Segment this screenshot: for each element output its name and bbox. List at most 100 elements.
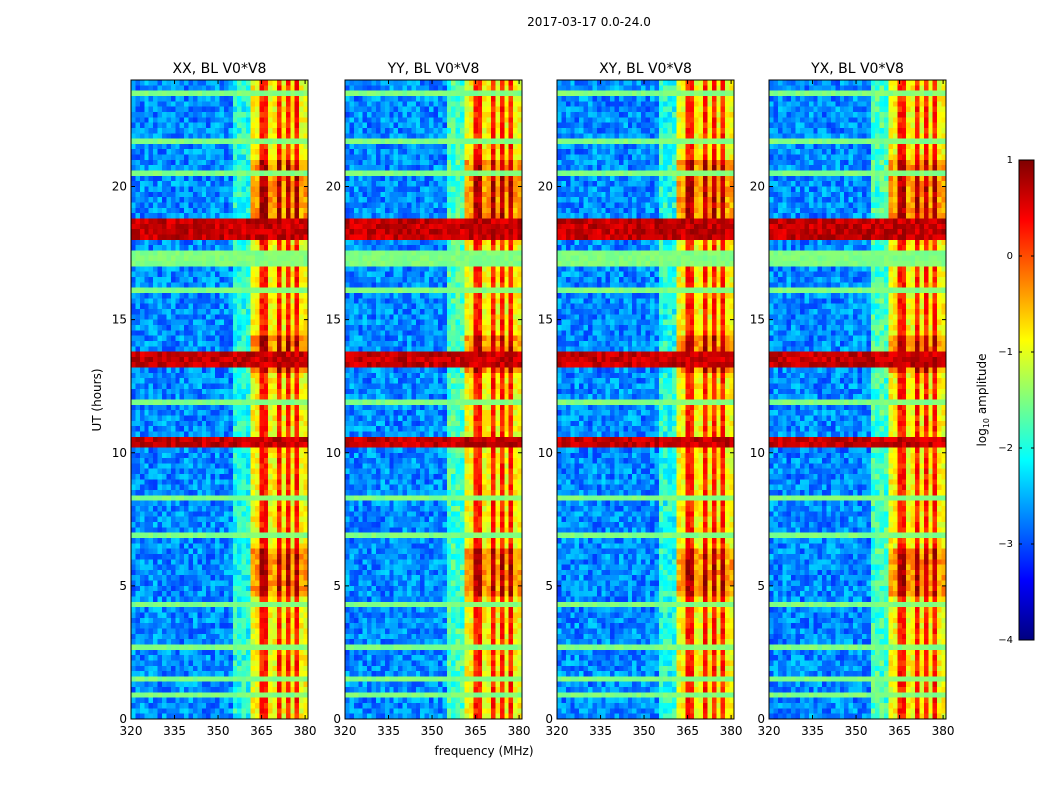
heatmap-cell	[259, 224, 264, 230]
heatmap-cell	[171, 676, 176, 682]
heatmap-cell	[189, 309, 194, 315]
heatmap-cell	[144, 394, 149, 400]
heatmap-cell	[237, 234, 242, 240]
heatmap-cell	[135, 123, 140, 129]
heatmap-cell	[171, 570, 176, 576]
heatmap-cell	[220, 224, 225, 230]
heatmap-cell	[166, 234, 171, 240]
heatmap-cell	[220, 469, 225, 475]
heatmap-cell	[215, 479, 220, 485]
heatmap-cell	[175, 687, 180, 693]
heatmap-cell	[354, 85, 359, 91]
heatmap-cell	[211, 288, 216, 294]
heatmap-cell	[193, 634, 198, 640]
heatmap-cell	[211, 666, 216, 672]
heatmap-cell	[189, 256, 194, 262]
heatmap-cell	[286, 208, 291, 214]
heatmap-cell	[259, 458, 264, 464]
heatmap-cell	[220, 400, 225, 406]
heatmap-cell	[131, 485, 136, 491]
heatmap-cell	[144, 639, 149, 645]
heatmap-cell	[273, 314, 278, 320]
heatmap-cell	[281, 91, 286, 97]
heatmap-cell	[237, 357, 242, 363]
heatmap-cell	[211, 394, 216, 400]
heatmap-cell	[202, 187, 207, 193]
heatmap-cell	[144, 144, 149, 150]
heatmap-cell	[158, 581, 163, 587]
heatmap-cell	[299, 581, 304, 587]
heatmap-cell	[215, 554, 220, 560]
heatmap-cell	[202, 261, 207, 267]
heatmap-cell	[131, 197, 136, 203]
heatmap-cell	[211, 431, 216, 437]
heatmap-cell	[273, 245, 278, 251]
heatmap-cell	[246, 325, 251, 331]
heatmap-cell	[220, 602, 225, 608]
heatmap-cell	[277, 123, 282, 129]
heatmap-cell	[206, 628, 211, 634]
heatmap-cell	[135, 149, 140, 155]
heatmap-cell	[224, 506, 229, 512]
heatmap-cell	[144, 234, 149, 240]
heatmap-cell	[246, 171, 251, 177]
heatmap-cell	[237, 293, 242, 299]
heatmap-cell	[158, 336, 163, 342]
heatmap-cell	[295, 410, 300, 416]
heatmap-cell	[162, 245, 167, 251]
heatmap-cell	[166, 213, 171, 219]
heatmap-cell	[250, 682, 255, 688]
heatmap-cell	[193, 101, 198, 107]
heatmap-cell	[184, 192, 189, 198]
heatmap-cell	[277, 400, 282, 406]
heatmap-cell	[211, 133, 216, 139]
heatmap-cell	[180, 325, 185, 331]
heatmap-cell	[206, 634, 211, 640]
heatmap-cell	[166, 655, 171, 661]
heatmap-cell	[189, 149, 194, 155]
heatmap-cell	[144, 431, 149, 437]
heatmap-cell	[299, 384, 304, 390]
heatmap-cell	[215, 586, 220, 592]
heatmap-cell	[197, 357, 202, 363]
heatmap-cell	[171, 533, 176, 539]
heatmap-cell	[131, 123, 136, 129]
heatmap-cell	[224, 597, 229, 603]
heatmap-cell	[175, 144, 180, 150]
heatmap-cell	[290, 565, 295, 571]
heatmap-cell	[273, 602, 278, 608]
heatmap-cell	[215, 123, 220, 129]
heatmap-cell	[295, 314, 300, 320]
heatmap-cell	[438, 80, 443, 86]
heatmap-cell	[242, 192, 247, 198]
heatmap-cell	[197, 139, 202, 145]
heatmap-cell	[268, 586, 273, 592]
heatmap-cell	[202, 517, 207, 523]
heatmap-cell	[264, 565, 269, 571]
heatmap-cell	[131, 602, 136, 608]
heatmap-cell	[153, 250, 158, 256]
heatmap-cell	[144, 575, 149, 581]
heatmap-cell	[295, 660, 300, 666]
heatmap-cell	[290, 650, 295, 656]
heatmap-cell	[206, 202, 211, 208]
heatmap-cell	[264, 256, 269, 262]
heatmap-cell	[273, 229, 278, 235]
heatmap-cell	[193, 490, 198, 496]
heatmap-cell	[189, 517, 194, 523]
heatmap-cell	[250, 117, 255, 123]
heatmap-cell	[246, 527, 251, 533]
heatmap-cell	[398, 96, 403, 102]
heatmap-cell	[264, 671, 269, 677]
heatmap-cell	[228, 650, 233, 656]
heatmap-cell	[144, 368, 149, 374]
heatmap-cell	[250, 703, 255, 709]
heatmap-cell	[193, 304, 198, 310]
heatmap-cell	[206, 415, 211, 421]
heatmap-cell	[206, 463, 211, 469]
heatmap-cell	[135, 400, 140, 406]
heatmap-cell	[197, 314, 202, 320]
heatmap-cell	[193, 213, 198, 219]
heatmap-cell	[228, 352, 233, 358]
heatmap-cell	[171, 293, 176, 299]
